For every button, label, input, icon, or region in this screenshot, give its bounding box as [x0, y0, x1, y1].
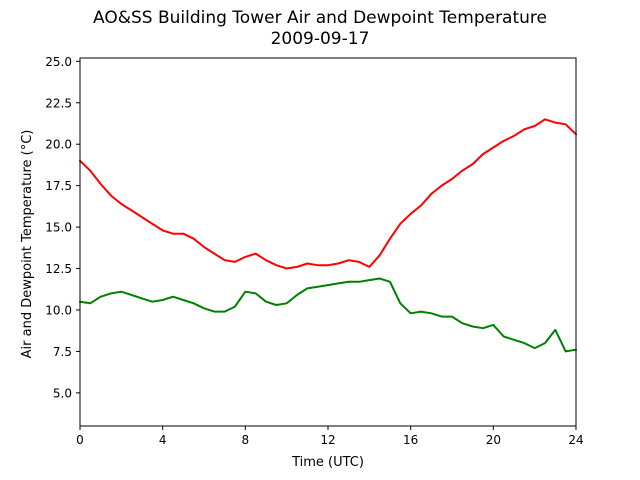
- x-tick-label: 20: [486, 433, 501, 447]
- y-tick-label: 5.0: [53, 386, 72, 400]
- series-layer: [79, 118, 577, 353]
- x-axis-label: Time (UTC): [291, 455, 364, 470]
- plot-area: [80, 58, 576, 426]
- y-tick-label: 7.5: [53, 345, 72, 359]
- x-tick-label: 8: [242, 433, 250, 447]
- series-line-2: [79, 277, 577, 353]
- chart-subtitle: 2009-09-17: [270, 29, 370, 49]
- y-tick-label: 12.5: [45, 262, 72, 276]
- y-tick-label: 17.5: [45, 179, 72, 193]
- y-tick-label: 22.5: [45, 96, 72, 110]
- y-axis-label: Air and Dewpoint Temperature (°C): [20, 130, 35, 359]
- x-tick-label: 12: [320, 433, 335, 447]
- y-tick-label: 20.0: [45, 138, 72, 152]
- x-tick-label: 4: [159, 433, 167, 447]
- series-line-1: [79, 118, 577, 270]
- axes-layer: 0 4 8 12 16 20 24 5.0 7.5 10.0 12.5 15.0 17.5 20.0 22.…: [45, 55, 583, 447]
- chart-title: AO&SS Building Tower Air and Dewpoint Te…: [92, 8, 547, 28]
- plot-background: [80, 58, 576, 426]
- x-tick-label: 16: [403, 433, 418, 447]
- y-tick-label: 15.0: [45, 221, 72, 235]
- x-tick-label: 24: [568, 433, 583, 447]
- x-tick-label: 0: [76, 433, 84, 447]
- y-tick-label: 10.0: [45, 303, 72, 317]
- y-tick-label: 25.0: [45, 55, 72, 69]
